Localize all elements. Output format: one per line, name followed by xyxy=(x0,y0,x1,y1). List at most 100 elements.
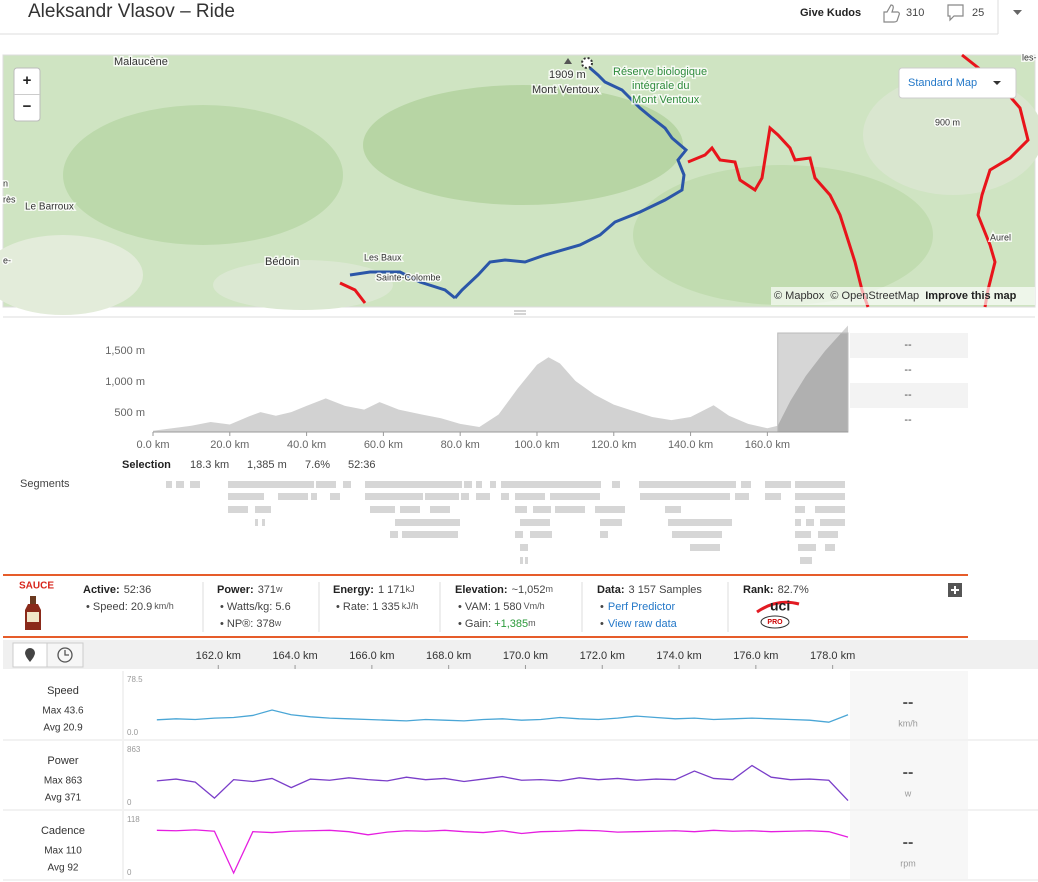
map-type-select[interactable] xyxy=(898,67,1017,99)
map-label: Aurel xyxy=(990,232,1011,242)
y-tick-label: 500 m xyxy=(114,407,145,419)
terrain xyxy=(633,165,933,305)
segment-bar xyxy=(533,506,551,513)
energy-stat: Energy: 1 171kJ xyxy=(333,584,415,596)
segment-bar xyxy=(820,519,845,526)
x-tick-label: 60.0 km xyxy=(364,439,403,451)
rate-stat: • Rate: 1 335 kJ/h xyxy=(336,601,418,613)
side-value: -- xyxy=(904,339,912,351)
raw-data-link[interactable]: View raw data xyxy=(608,618,678,630)
x-tick-label: 140.0 km xyxy=(668,439,713,451)
active-value: 52:36 xyxy=(124,584,152,596)
segment-bar xyxy=(555,506,585,513)
segment-bar xyxy=(400,506,420,513)
stream-current: -- xyxy=(903,764,914,781)
segment-bar xyxy=(595,506,625,513)
map-label: Mont Ventoux xyxy=(632,94,700,106)
segment-bar xyxy=(806,519,814,526)
side-row xyxy=(850,333,968,358)
segment-bar xyxy=(343,481,351,488)
segment-bar xyxy=(365,493,423,500)
stream-line xyxy=(156,709,849,723)
map: Malaucène 1909 m Mont Ventoux Réserve bi… xyxy=(0,51,1038,315)
stream-line xyxy=(156,829,849,875)
x-tick-label: 162.0 km xyxy=(196,650,241,662)
x-tick-label: 178.0 km xyxy=(810,650,855,662)
side-value: -- xyxy=(904,364,912,376)
rank-label: Rank: xyxy=(743,584,774,596)
side-value: -- xyxy=(904,414,912,426)
summit-icon xyxy=(564,58,572,64)
segment-bar xyxy=(520,519,550,526)
segment-bar xyxy=(476,493,490,500)
uci-logo: uci PRO xyxy=(756,598,800,629)
elevation-area xyxy=(153,325,848,432)
route-selected xyxy=(349,270,456,300)
segment-bar xyxy=(665,506,681,513)
power-stat: Power: 371w xyxy=(217,584,283,596)
stream-unit: rpm xyxy=(900,858,916,868)
clock-hands xyxy=(64,650,69,656)
segment-bar xyxy=(800,557,812,564)
attribution-osm: © OpenStreetMap xyxy=(830,290,919,302)
segment-bar xyxy=(515,493,545,500)
rank-value: 82.7% xyxy=(778,584,809,596)
segment-bar xyxy=(525,557,528,564)
comment-icon[interactable] xyxy=(947,4,964,22)
x-tick-label: 80.0 km xyxy=(441,439,480,451)
data-label: Data: xyxy=(597,584,625,596)
terrain xyxy=(863,75,1038,195)
segment-bar xyxy=(515,506,527,513)
segment-bar xyxy=(550,493,600,500)
give-kudos[interactable]: Give Kudos xyxy=(800,7,861,19)
selection-elevation: 1,385 m xyxy=(247,459,287,471)
drag-handle[interactable] xyxy=(514,310,526,315)
segment-bar xyxy=(795,481,845,488)
power-unit: w xyxy=(275,584,283,594)
elevation-chart: 500 m 1,000 m 1,500 m 0.0 km 20.0 km 40.0 km 6… xyxy=(105,325,968,451)
energy-label: Energy: xyxy=(333,584,374,596)
comment-count: 25 xyxy=(972,7,984,19)
more-menu[interactable] xyxy=(1013,10,1022,15)
segment-bar xyxy=(228,506,248,513)
stream-avg: Avg 371 xyxy=(45,793,82,804)
attribution: © Mapbox © OpenStreetMap Improve this ma… xyxy=(774,290,1017,302)
active-label: Active: xyxy=(83,584,120,596)
segment-bar xyxy=(425,493,459,500)
elevation-stat: Elevation: ~1,052m xyxy=(455,584,553,596)
terrain xyxy=(0,235,143,315)
segment-bar xyxy=(668,519,732,526)
segment-bar xyxy=(430,506,450,513)
stream-avg: Avg 92 xyxy=(48,863,79,874)
dropdown-arrow xyxy=(993,81,1001,85)
data-value: 3 157 Samples xyxy=(629,584,703,596)
stream-side xyxy=(850,671,968,739)
np-stat: • NP®: 378w xyxy=(220,618,282,630)
x-tick-label: 20.0 km xyxy=(210,439,249,451)
plus-icon xyxy=(951,586,959,594)
map-label: Bédoin xyxy=(265,256,299,268)
selection-grade: 7.6% xyxy=(305,459,330,471)
map-label: intégrale du xyxy=(632,80,690,92)
segment-bar xyxy=(402,531,458,538)
data-stat: Data: 3 157 Samples xyxy=(597,584,702,596)
zoom-in[interactable]: + xyxy=(23,72,32,89)
map-type: Standard Map xyxy=(908,77,977,89)
power-label: Power: xyxy=(217,584,254,596)
segment-bar xyxy=(278,493,308,500)
kudos-icon[interactable] xyxy=(883,4,900,23)
tspan-shape: • xyxy=(600,601,604,613)
improve-map[interactable]: Improve this map xyxy=(925,290,1016,302)
segment-bar xyxy=(520,544,528,551)
segment-bar xyxy=(735,493,749,500)
x-tick-label: 120.0 km xyxy=(591,439,636,451)
perf-predictor-link[interactable]: Perf Predictor xyxy=(608,601,676,613)
x-tick-label: 160.0 km xyxy=(745,439,790,451)
tspan-shape: • xyxy=(600,618,604,630)
elevation-unit: m xyxy=(546,584,554,594)
attribution-mapbox: © Mapbox xyxy=(774,290,825,302)
np-value: • NP®: 378 xyxy=(220,618,275,630)
stream-current: -- xyxy=(903,834,914,851)
zoom-out[interactable]: − xyxy=(23,98,32,115)
side-row xyxy=(850,358,968,383)
